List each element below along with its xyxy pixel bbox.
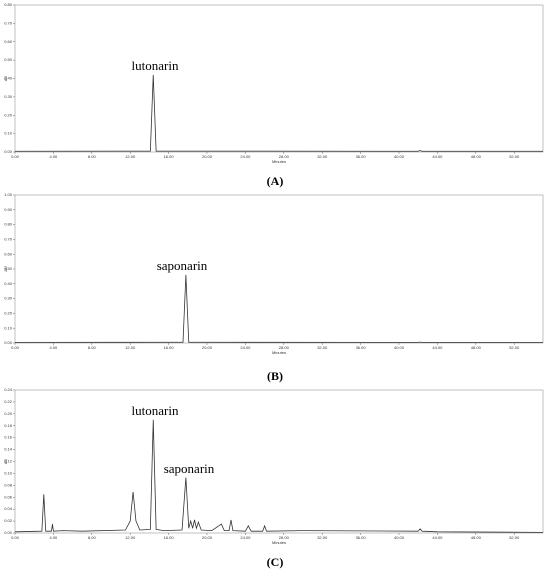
- x-tick-label: 32.00: [317, 154, 328, 159]
- peak-annotation: saponarin: [164, 461, 215, 476]
- x-tick-label: 28.00: [279, 154, 290, 159]
- y-tick-label: 0.08: [4, 482, 13, 487]
- peak-annotation: lutonarin: [132, 403, 179, 418]
- x-tick-label: 4.00: [50, 345, 59, 350]
- x-tick-label: 44.00: [432, 345, 443, 350]
- x-tick-label: 52.00: [509, 345, 520, 350]
- x-tick-label: 16.00: [164, 535, 175, 540]
- x-tick-label: 12.00: [125, 154, 136, 159]
- y-tick-label: 0.80: [4, 222, 13, 227]
- x-tick-label: 32.00: [317, 535, 328, 540]
- chromatogram-line: [14, 419, 544, 533]
- x-tick-label: 36.00: [356, 345, 367, 350]
- y-tick-label: 0.10: [4, 470, 13, 475]
- plot-frame: [14, 389, 544, 534]
- x-tick-label: 4.00: [50, 535, 59, 540]
- y-tick-label: 0.40: [4, 281, 13, 286]
- x-tick-label: 12.00: [125, 345, 136, 350]
- x-axis-label: Minutes: [272, 350, 286, 355]
- x-tick-label: 4.00: [50, 154, 59, 159]
- y-tick-label: 1.00: [4, 192, 13, 197]
- y-tick-label: 0.10: [4, 325, 13, 330]
- x-tick-label: 0.00: [11, 154, 20, 159]
- x-tick-label: 48.00: [471, 535, 482, 540]
- y-tick-label: 0.60: [4, 251, 13, 256]
- y-tick-label: 0.10: [4, 131, 13, 136]
- y-tick-label: 0.70: [4, 20, 13, 25]
- y-axis-label: AU: [3, 266, 8, 272]
- x-tick-label: 40.00: [394, 154, 405, 159]
- panel-caption: (A): [267, 174, 284, 188]
- y-axis-label: AU: [3, 76, 8, 82]
- x-tick-label: 40.00: [394, 535, 405, 540]
- y-tick-label: 0.50: [4, 266, 13, 271]
- x-tick-label: 44.00: [432, 535, 443, 540]
- y-tick-label: 0.22: [4, 399, 13, 404]
- x-tick-label: 24.00: [240, 154, 251, 159]
- x-tick-label: 16.00: [164, 154, 175, 159]
- y-tick-label: 0.14: [4, 447, 13, 452]
- x-tick-label: 24.00: [240, 535, 251, 540]
- y-tick-label: 0.20: [4, 411, 13, 416]
- x-axis-label: Minutes: [272, 159, 286, 164]
- y-tick-label: 0.20: [4, 310, 13, 315]
- y-tick-label: 0.70: [4, 236, 13, 241]
- panel-caption: (B): [267, 369, 283, 383]
- x-tick-label: 36.00: [356, 154, 367, 159]
- plot-frame: [14, 194, 544, 344]
- y-tick-label: 0.50: [4, 57, 13, 62]
- x-tick-label: 32.00: [317, 345, 328, 350]
- x-tick-label: 40.00: [394, 345, 405, 350]
- y-tick-label: 0.20: [4, 112, 13, 117]
- y-tick-label: 0.30: [4, 296, 13, 301]
- y-tick-label: 0.16: [4, 435, 13, 440]
- x-tick-label: 8.00: [88, 345, 97, 350]
- y-axis-label: AU: [3, 459, 8, 465]
- y-tick-label: 0.18: [4, 423, 13, 428]
- plot-frame: [14, 4, 544, 153]
- y-tick-label: 0.80: [4, 2, 13, 7]
- x-tick-label: 8.00: [88, 154, 97, 159]
- y-tick-label: 0.00: [4, 530, 13, 535]
- x-tick-label: 12.00: [125, 535, 136, 540]
- x-tick-label: 48.00: [471, 154, 482, 159]
- x-tick-label: 52.00: [509, 154, 520, 159]
- x-tick-label: 52.00: [509, 535, 520, 540]
- x-tick-label: 36.00: [356, 535, 367, 540]
- x-tick-label: 48.00: [471, 345, 482, 350]
- x-tick-label: 0.00: [11, 535, 20, 540]
- x-axis-label: Minutes: [272, 540, 286, 545]
- x-tick-label: 8.00: [88, 535, 97, 540]
- x-tick-label: 24.00: [240, 345, 251, 350]
- x-tick-label: 20.00: [202, 345, 213, 350]
- y-tick-label: 0.02: [4, 518, 13, 523]
- y-tick-label: 0.60: [4, 39, 13, 44]
- panel-caption: (C): [267, 555, 284, 569]
- y-tick-label: 0.90: [4, 207, 13, 212]
- y-tick-label: 0.40: [4, 76, 13, 81]
- x-tick-label: 20.00: [202, 535, 213, 540]
- x-tick-label: 16.00: [164, 345, 175, 350]
- y-tick-label: 0.04: [4, 506, 13, 511]
- x-tick-label: 28.00: [279, 535, 290, 540]
- y-tick-label: 0.12: [4, 459, 13, 464]
- x-tick-label: 28.00: [279, 345, 290, 350]
- y-tick-label: 0.30: [4, 94, 13, 99]
- y-tick-label: 0.24: [4, 387, 13, 392]
- x-tick-label: 20.00: [202, 154, 213, 159]
- x-tick-label: 44.00: [432, 154, 443, 159]
- y-tick-label: 0.00: [4, 149, 13, 154]
- y-tick-label: 0.00: [4, 340, 13, 345]
- chromatogram-line: [14, 274, 543, 343]
- peak-annotation: saponarin: [157, 258, 208, 273]
- x-tick-label: 0.00: [11, 345, 20, 350]
- y-tick-label: 0.06: [4, 494, 13, 499]
- peak-annotation: lutonarin: [132, 58, 179, 73]
- chromatogram-line: [14, 74, 543, 152]
